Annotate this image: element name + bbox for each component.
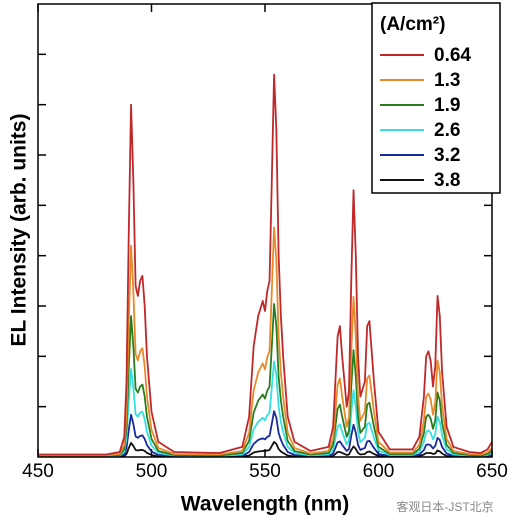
watermark: 客观日本-JST北京 xyxy=(396,499,493,514)
series-line xyxy=(38,303,493,457)
legend-label: 2.6 xyxy=(434,120,460,141)
legend-label: 1.3 xyxy=(434,70,460,91)
x-tick-label: 650 xyxy=(476,461,508,482)
x-tick-label: 550 xyxy=(249,461,281,482)
y-axis-label: EL Intensity (arb. units) xyxy=(8,114,31,347)
x-tick-label: 450 xyxy=(22,461,54,482)
x-tick-label: 600 xyxy=(363,461,395,482)
series-line xyxy=(38,73,493,456)
legend-box xyxy=(371,2,501,194)
series-line xyxy=(38,226,493,457)
legend-title: (A/cm²) xyxy=(380,14,445,35)
plot-frame xyxy=(37,3,493,458)
legend-label: 3.8 xyxy=(434,170,460,191)
series-line xyxy=(38,360,493,457)
legend-label: 3.2 xyxy=(434,145,460,166)
x-tick-label: 500 xyxy=(136,461,168,482)
series-line xyxy=(38,410,493,457)
x-axis-label: Wavelength (nm) xyxy=(181,493,349,516)
legend-label: 0.64 xyxy=(434,45,471,66)
legend-label: 1.9 xyxy=(434,95,460,116)
